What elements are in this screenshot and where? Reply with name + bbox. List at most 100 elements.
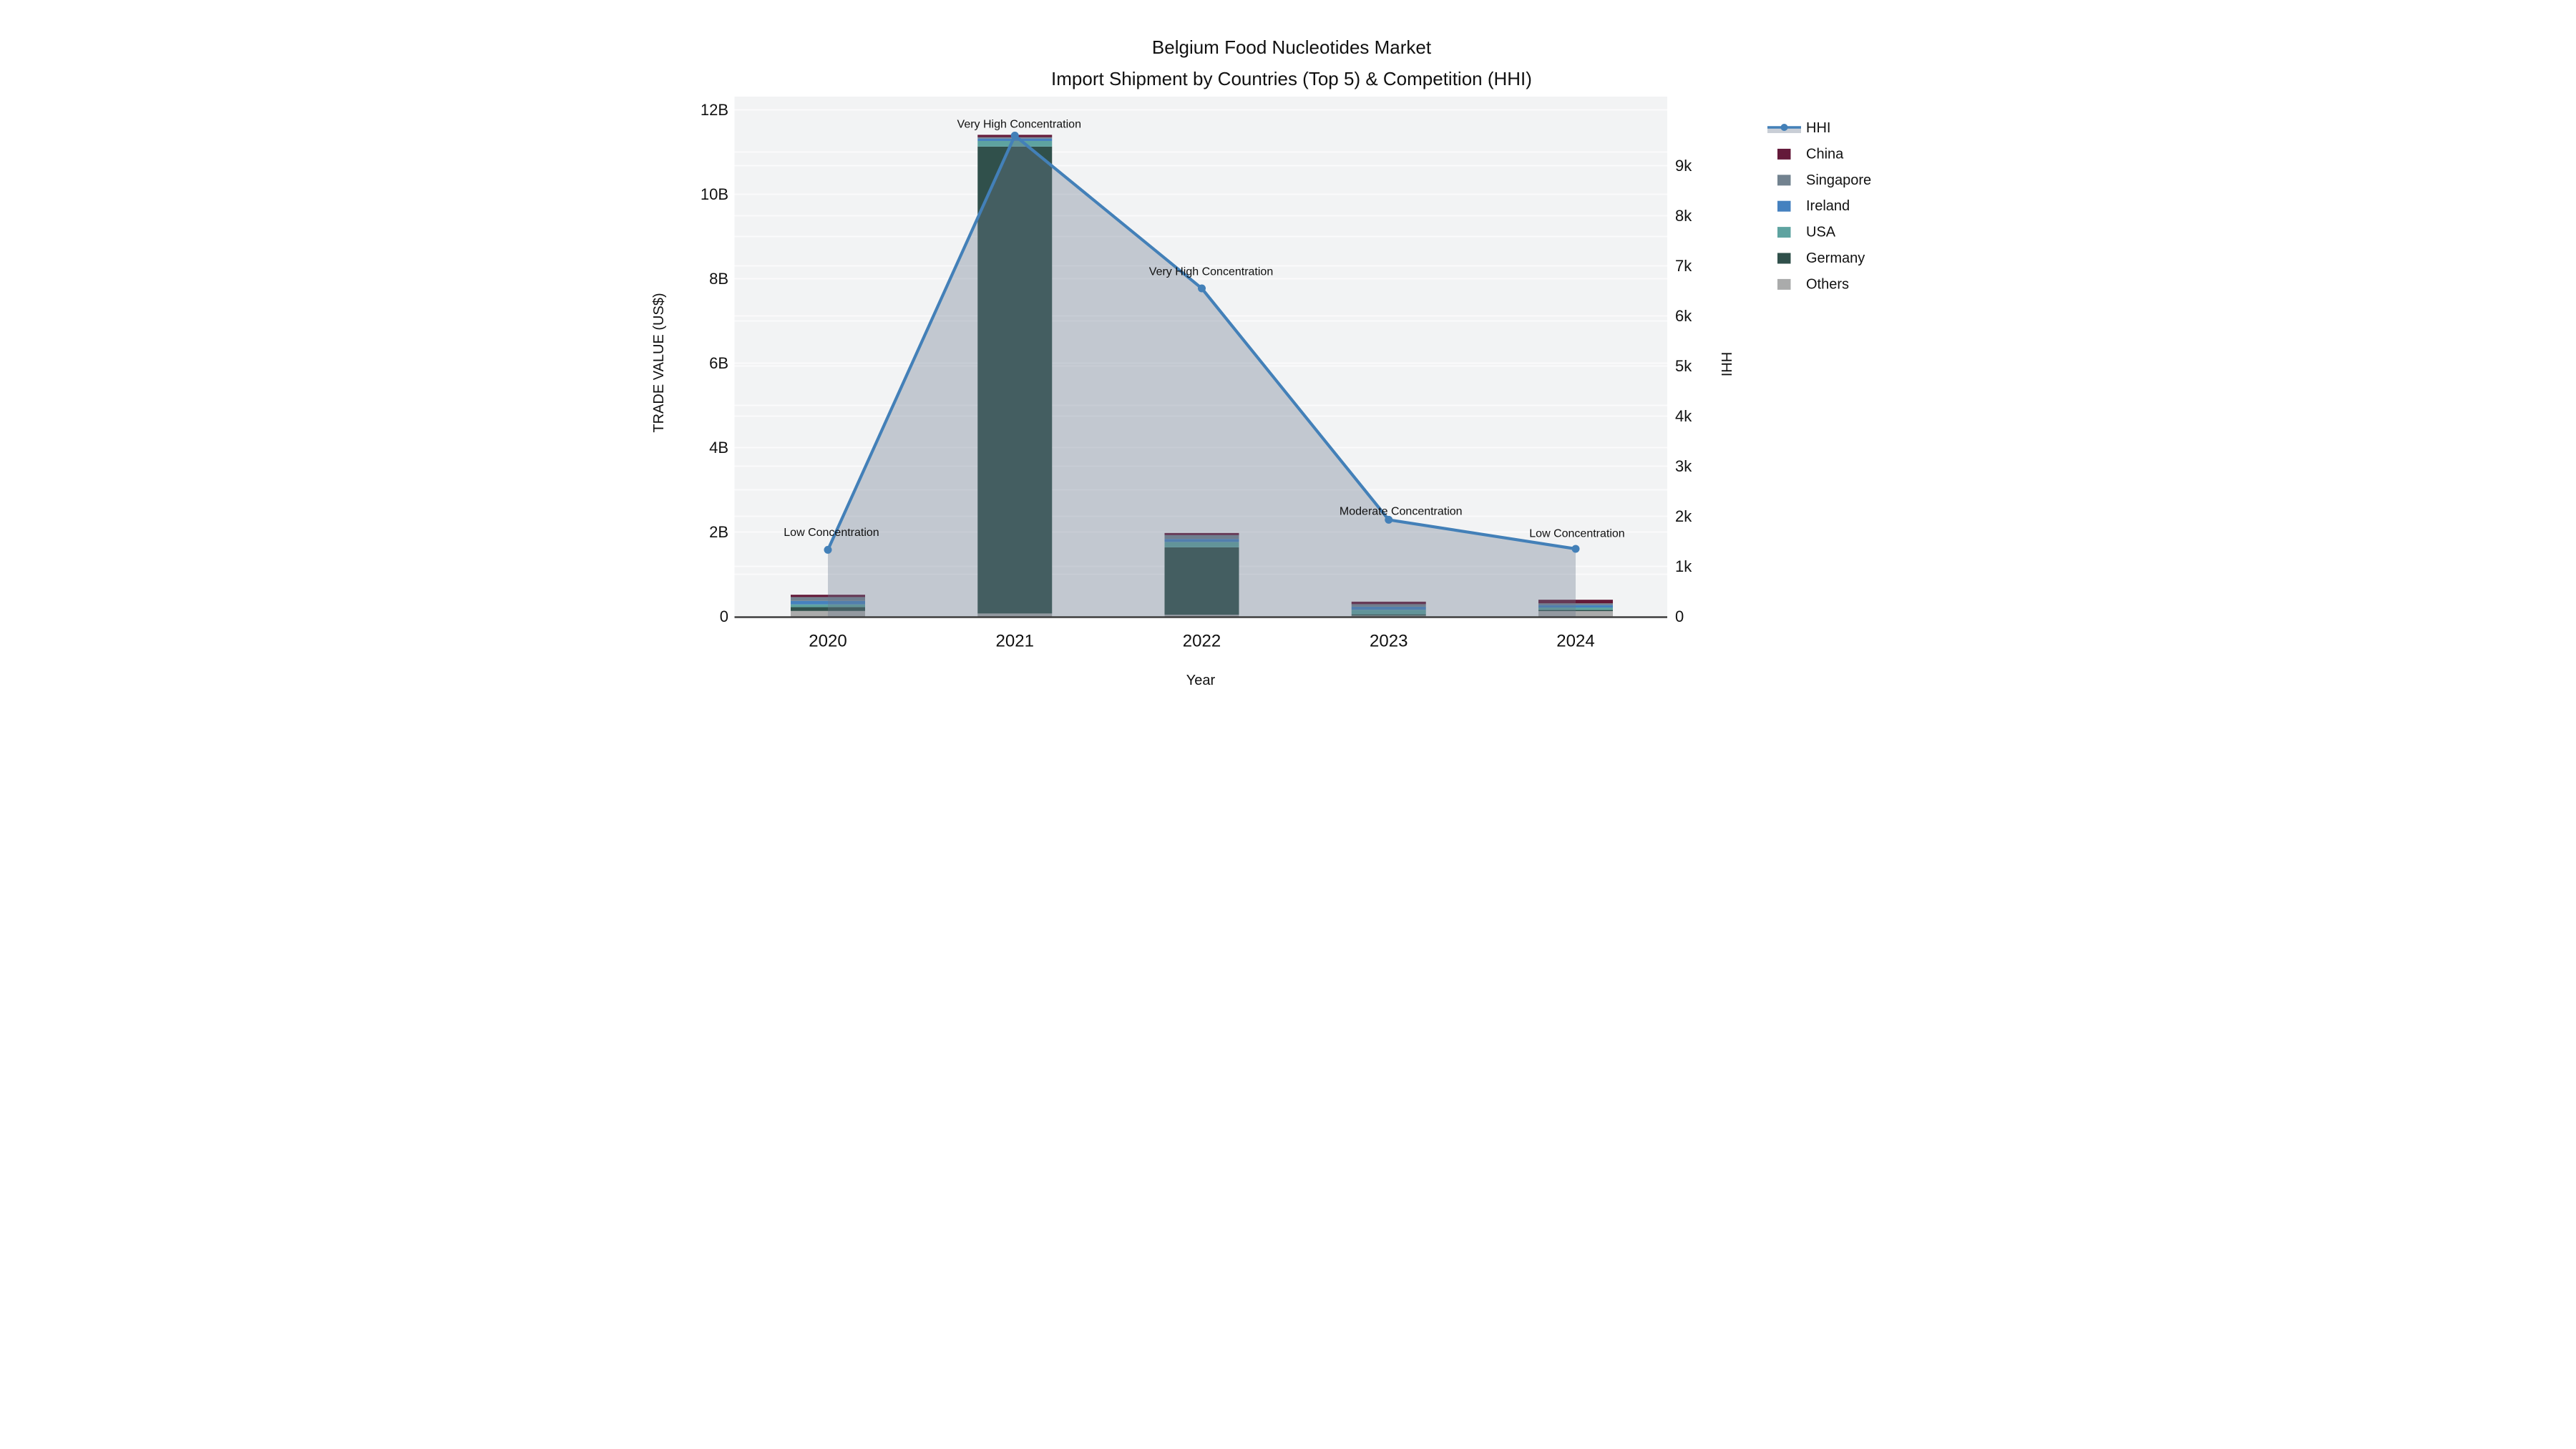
legend-swatch-germany xyxy=(1777,253,1791,264)
bar-segment-2023-china xyxy=(1351,601,1426,605)
left-tick-12B: 12B xyxy=(701,101,728,119)
right-tick-1k: 1k xyxy=(1675,557,1692,575)
bar-2023 xyxy=(1351,601,1426,617)
x-axis-title: Year xyxy=(1186,673,1216,688)
bar-segment-2022-usa xyxy=(1164,542,1239,547)
bar-segment-2020-china xyxy=(791,595,865,597)
legend-label-china: China xyxy=(1806,146,1844,162)
annotation-2022: Very High Concentration xyxy=(1149,266,1273,278)
x-tick-2022: 2022 xyxy=(1183,632,1221,651)
bar-segment-2024-singapore xyxy=(1538,603,1613,605)
annotation-layer: Low Concentration Very High Concentration… xyxy=(784,119,1624,540)
bar-segment-2023-singapore xyxy=(1351,604,1426,607)
left-axis-title: TRADE VALUE (US$) xyxy=(651,293,667,432)
hhi-marker-2021 xyxy=(1010,132,1019,140)
figure: Belgium Food Nucleotides Market Import S… xyxy=(644,0,1932,725)
hhi-area-fill xyxy=(828,135,1576,617)
x-tick-2024: 2024 xyxy=(1556,632,1594,651)
legend-label-ireland: Ireland xyxy=(1806,198,1850,214)
legend-item-others: Others xyxy=(1777,276,1849,292)
legend-label-others: Others xyxy=(1806,276,1849,292)
right-tick-8k: 8k xyxy=(1675,207,1692,225)
legend-item-china: China xyxy=(1777,146,1844,162)
legend-label-hhi: HHI xyxy=(1806,120,1830,136)
bars-layer xyxy=(791,135,1613,617)
right-axis-title: HHI xyxy=(1718,352,1734,376)
bar-segment-2022-singapore xyxy=(1164,535,1239,540)
hhi-line-layer xyxy=(824,132,1580,554)
bar-segment-2021-ireland xyxy=(977,138,1053,141)
plot-area xyxy=(734,97,1667,617)
x-tick-2023: 2023 xyxy=(1370,632,1407,651)
bar-segment-2022-china xyxy=(1164,532,1239,535)
bar-segment-2020-singapore xyxy=(791,597,865,601)
right-tick-6k: 6k xyxy=(1675,307,1692,325)
legend-item-usa: USA xyxy=(1777,225,1836,240)
bar-segment-2023-usa xyxy=(1351,610,1426,615)
right-tick-3k: 3k xyxy=(1675,457,1692,475)
legend: HHI China Singapore Ireland USA Germany Others xyxy=(1767,120,1871,292)
annotation-2021: Very High Concentration xyxy=(957,119,1081,131)
plot-background-layer xyxy=(734,97,1667,617)
bar-segment-2023-germany xyxy=(1351,614,1426,616)
legend-swatch-ireland xyxy=(1777,200,1791,212)
x-tick-2020: 2020 xyxy=(809,632,847,651)
left-tick-8B: 8B xyxy=(709,270,728,288)
bar-segment-2021-germany xyxy=(977,146,1053,614)
bar-2024 xyxy=(1538,600,1613,617)
legend-hhi-marker xyxy=(1780,124,1788,131)
bar-segment-2021-usa xyxy=(977,140,1053,147)
legend-label-usa: USA xyxy=(1806,225,1836,240)
bar-segment-2021-others xyxy=(977,613,1053,617)
legend-swatch-others xyxy=(1777,278,1791,290)
left-tick-10B: 10B xyxy=(701,185,728,203)
chart-title-line1: Belgium Food Nucleotides Market xyxy=(1152,36,1432,58)
legend-label-singapore: Singapore xyxy=(1806,172,1871,188)
right-tick-2k: 2k xyxy=(1675,507,1692,525)
hhi-marker-2020 xyxy=(824,545,832,554)
right-tick-4k: 4k xyxy=(1675,407,1692,425)
legend-item-singapore: Singapore xyxy=(1777,172,1871,188)
annotation-2023: Moderate Concentration xyxy=(1340,505,1463,517)
gridline-layer xyxy=(734,109,1667,575)
bar-segment-2022-ireland xyxy=(1164,539,1239,542)
bar-segment-2024-germany xyxy=(1538,610,1613,612)
bar-segment-2023-ireland xyxy=(1351,606,1426,610)
legend-swatch-china xyxy=(1777,148,1791,160)
x-tick-2021: 2021 xyxy=(996,632,1034,651)
right-tick-5k: 5k xyxy=(1675,357,1692,375)
bar-segment-2023-others xyxy=(1351,615,1426,617)
bar-segment-2022-germany xyxy=(1164,547,1239,615)
legend-label-germany: Germany xyxy=(1806,250,1865,266)
hhi-area-layer xyxy=(828,135,1576,617)
left-tick-4B: 4B xyxy=(709,439,728,457)
bar-segment-2020-ireland xyxy=(791,600,865,605)
hhi-marker-2024 xyxy=(1571,545,1580,553)
left-tick-0: 0 xyxy=(720,608,728,625)
legend-item-germany: Germany xyxy=(1777,250,1865,266)
hhi-marker-2023 xyxy=(1385,515,1393,524)
annotation-2024: Low Concentration xyxy=(1529,528,1624,540)
legend-item-hhi: HHI xyxy=(1767,120,1830,136)
bar-2020 xyxy=(791,595,865,617)
right-tick-9k: 9k xyxy=(1675,157,1692,175)
bar-segment-2024-ireland xyxy=(1538,605,1613,608)
right-tick-7k: 7k xyxy=(1675,257,1692,275)
left-tick-2B: 2B xyxy=(709,523,728,541)
hhi-marker-2022 xyxy=(1198,284,1206,293)
bar-segment-2024-china xyxy=(1538,600,1613,604)
bar-segment-2022-others xyxy=(1164,615,1239,617)
bar-segment-2020-germany xyxy=(791,607,865,611)
bar-2022 xyxy=(1164,532,1239,617)
legend-swatch-singapore xyxy=(1777,175,1791,186)
bar-segment-2024-usa xyxy=(1538,607,1613,610)
right-tick-0: 0 xyxy=(1675,608,1684,625)
bar-segment-2020-usa xyxy=(791,604,865,608)
chart-title-line2: Import Shipment by Countries (Top 5) & C… xyxy=(1051,68,1532,89)
tick-label-layer: 0 2B 4B 6B 8B 10B 12B 0 1k 2k 3k 4k 5k 6k 7k 8k 9k 2020 20… xyxy=(701,101,1692,651)
bar-segment-2020-others xyxy=(791,610,865,617)
bar-segment-2024-others xyxy=(1538,611,1613,617)
legend-item-ireland: Ireland xyxy=(1777,198,1850,214)
annotation-2020: Low Concentration xyxy=(784,527,879,539)
belgium-food-nucleotides-chart: Belgium Food Nucleotides Market Import S… xyxy=(644,0,1932,725)
